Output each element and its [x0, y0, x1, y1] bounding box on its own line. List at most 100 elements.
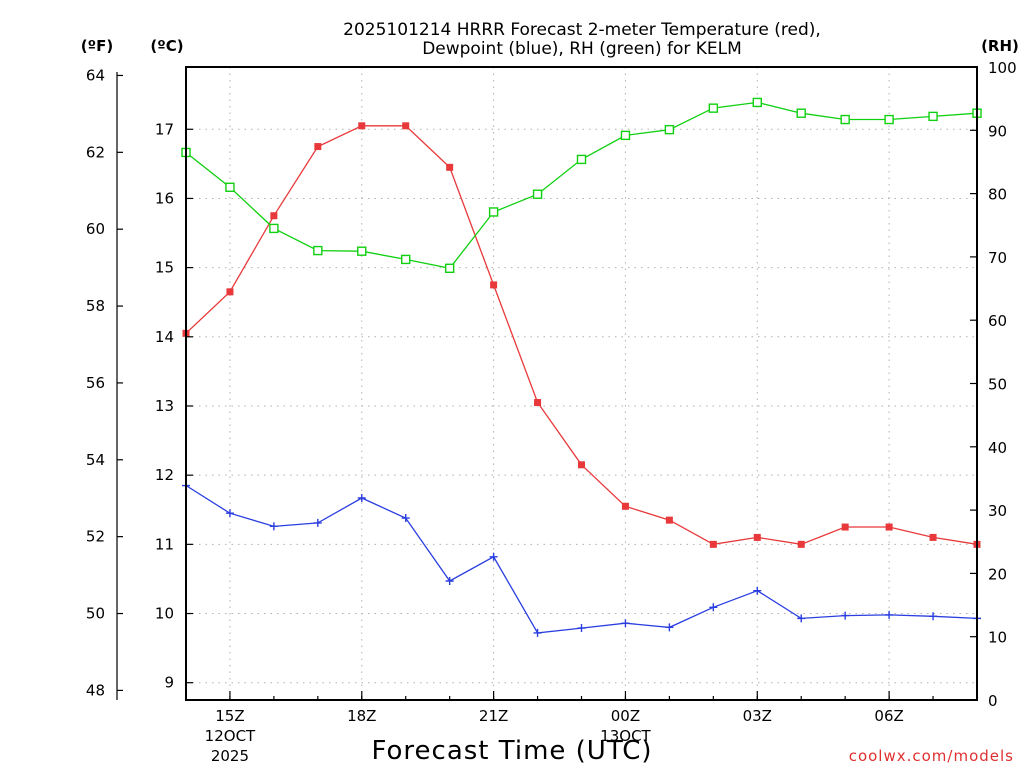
- rh-point: [928, 111, 938, 122]
- rh-tick-label: 10: [988, 629, 1007, 647]
- rh-tick-label: 0: [988, 692, 998, 710]
- dewpoint-point: [489, 552, 498, 561]
- dewpoint-point: [709, 603, 718, 612]
- dewpoint-point: [665, 623, 674, 632]
- x-axis-title: Forecast Time (UTC): [371, 736, 652, 766]
- rh-point: [708, 103, 719, 113]
- temperature-point: [446, 163, 454, 171]
- dewpoint-point: [885, 610, 894, 619]
- temperature-point: [270, 212, 278, 220]
- rh-tick-label: 60: [988, 312, 1007, 330]
- fahrenheit-tick-label: 56: [86, 374, 105, 392]
- dewpoint-point: [225, 509, 234, 518]
- axes: 9 10 11 12 13 14 15 16 17 48 50 52 54 56 58 60 62 64 0 10 20…: [86, 59, 1017, 765]
- temperature-point: [885, 523, 893, 531]
- celsius-tick-label: 10: [155, 605, 174, 623]
- rh-point: [884, 114, 894, 125]
- x-tick-label: 18Z: [347, 707, 376, 725]
- temperature-point: [621, 502, 629, 510]
- x-date-label: 13OCT: [600, 727, 651, 745]
- fahrenheit-tick-label: 64: [86, 66, 105, 84]
- rh-tick-label: 30: [988, 502, 1007, 520]
- rh-point: [796, 108, 806, 118]
- dewpoint-point: [841, 611, 850, 620]
- temperature-line: [185, 125, 978, 545]
- rh-unit-label: (RH): [981, 37, 1019, 55]
- temperature-point: [929, 533, 937, 541]
- temperature-point: [841, 523, 849, 531]
- dewpoint-point: [929, 612, 938, 621]
- dewpoint-point: [533, 628, 542, 637]
- temperature-point: [358, 122, 366, 130]
- rh-point: [313, 245, 323, 256]
- rh-point: [752, 97, 762, 108]
- celsius-tick-label: 15: [155, 259, 174, 277]
- x-tick-label: 21Z: [479, 707, 508, 725]
- x-tick-label: 03Z: [743, 707, 772, 725]
- dewpoint-point: [753, 586, 762, 595]
- dewpoint-point: [313, 518, 322, 527]
- fahrenheit-unit-label: (ºF): [81, 37, 113, 55]
- rh-tick-label: 100: [988, 59, 1017, 77]
- chart-title-line1: 2025101214 HRRR Forecast 2-meter Tempera…: [343, 20, 821, 40]
- temperature-point: [665, 516, 673, 524]
- rh-point: [444, 263, 455, 273]
- celsius-tick-label: 11: [155, 535, 174, 553]
- source-credit: coolwx.com/models: [849, 747, 1014, 765]
- fahrenheit-tick-label: 62: [86, 143, 105, 161]
- celsius-tick-label: 14: [155, 328, 174, 346]
- rh-point: [488, 207, 499, 217]
- rh-point: [357, 246, 367, 256]
- celsius-tick-label: 12: [155, 466, 174, 484]
- temperature-point: [402, 122, 410, 130]
- rh-point: [225, 182, 235, 192]
- dewpoint-point: [445, 577, 454, 586]
- rh-point: [664, 124, 675, 135]
- rh-tick-label: 80: [988, 186, 1007, 204]
- dewpoint-point: [269, 522, 278, 531]
- rh-point: [840, 114, 850, 125]
- rh-point: [576, 154, 587, 165]
- x-date-label: 12OCT: [205, 727, 256, 745]
- dewpoint-point: [797, 614, 806, 623]
- rh-tick-label: 40: [988, 439, 1007, 457]
- temperature-point: [534, 399, 542, 407]
- dewpoint-point: [577, 624, 586, 633]
- fahrenheit-tick-label: 60: [86, 220, 105, 238]
- rh-point: [620, 130, 631, 141]
- temperature-point: [226, 288, 234, 296]
- fahrenheit-tick-label: 50: [86, 605, 105, 623]
- rh-point: [269, 223, 279, 234]
- chart-title-line2: Dewpoint (blue), RH (green) for KELM: [422, 39, 742, 59]
- celsius-unit-label: (ºC): [150, 37, 183, 55]
- temperature-point: [709, 540, 717, 548]
- x-tick-label: 15Z: [215, 707, 244, 725]
- rh-tick-label: 70: [988, 249, 1007, 267]
- dewpoint-point: [401, 514, 410, 523]
- celsius-tick-label: 9: [164, 674, 174, 692]
- rh-line: [185, 101, 978, 270]
- fahrenheit-tick-label: 48: [86, 681, 105, 699]
- fahrenheit-tick-label: 52: [86, 528, 105, 546]
- temperature-point: [797, 540, 805, 548]
- x-tick-label: 00Z: [611, 707, 640, 725]
- x-year-label: 2025: [211, 747, 249, 765]
- x-tick-label: 06Z: [874, 707, 903, 725]
- temperature-point: [490, 281, 498, 289]
- dewpoint-line: [185, 484, 978, 634]
- rh-tick-label: 50: [988, 376, 1007, 394]
- temperature-point: [578, 461, 585, 469]
- dewpoint-point: [621, 619, 630, 628]
- celsius-tick-label: 13: [155, 397, 174, 415]
- temperature-point: [753, 533, 761, 541]
- temperature-point: [314, 143, 322, 151]
- rh-point: [532, 189, 543, 199]
- series-layer: [181, 97, 982, 637]
- celsius-tick-label: 16: [155, 189, 174, 207]
- rh-tick-label: 90: [988, 122, 1007, 140]
- rh-point: [401, 254, 411, 265]
- dewpoint-point: [357, 493, 366, 502]
- fahrenheit-tick-label: 58: [86, 297, 105, 315]
- rh-tick-label: 20: [988, 565, 1007, 583]
